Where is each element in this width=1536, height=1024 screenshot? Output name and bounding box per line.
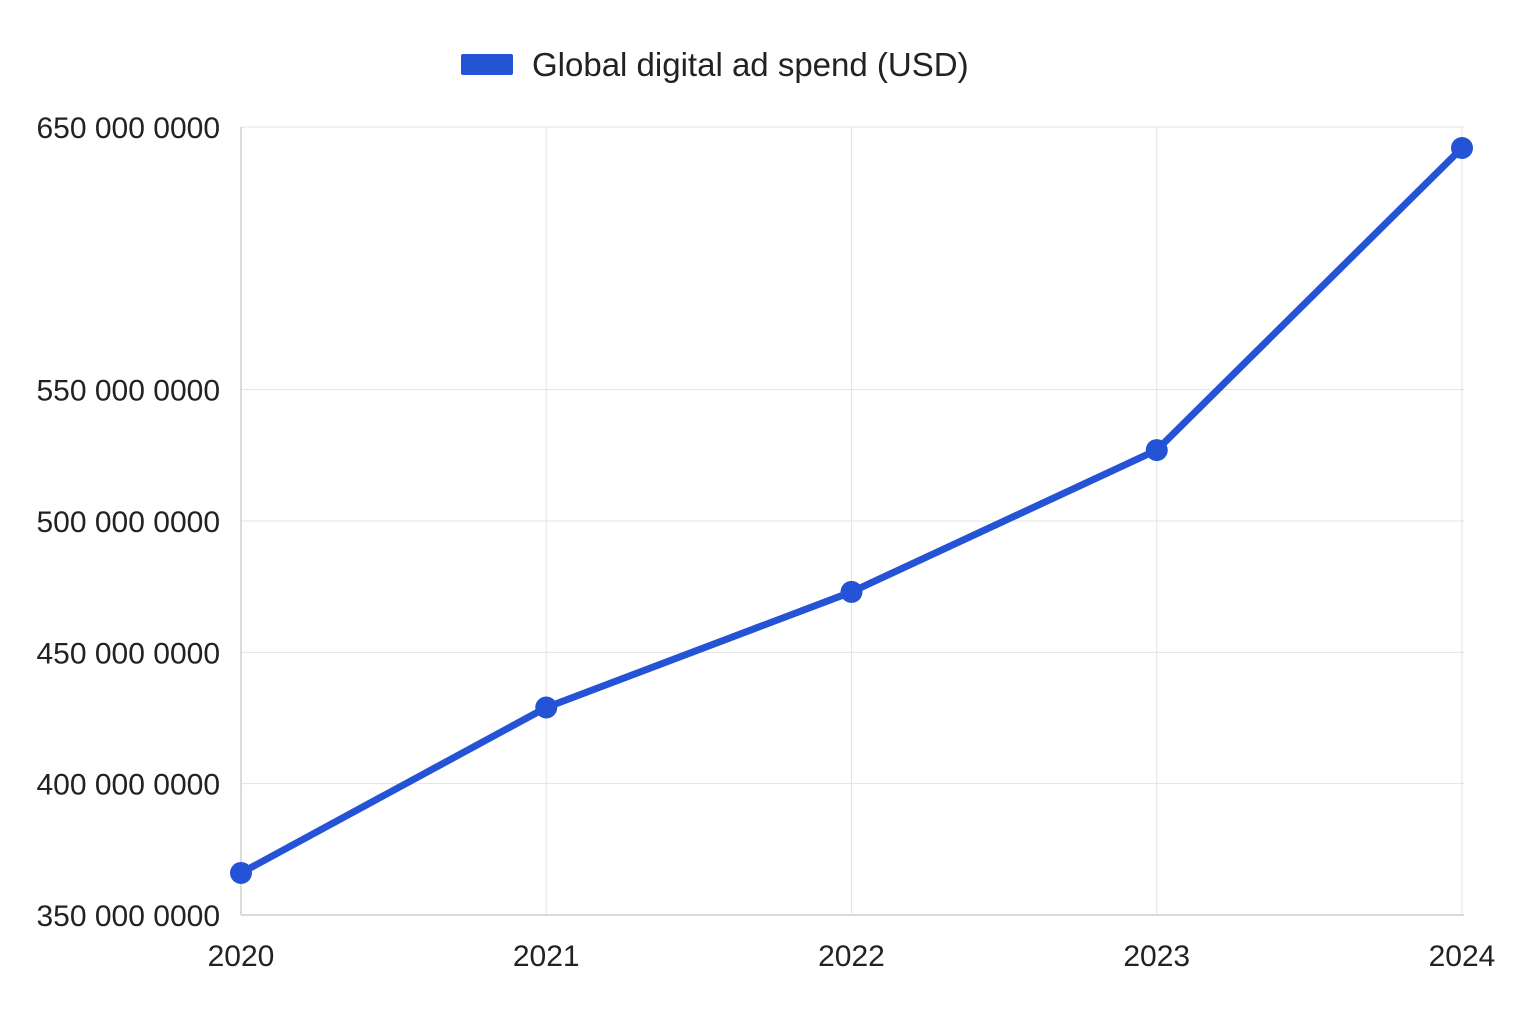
- y-tick-labels: 350 000 0000 400 000 0000 450 000 0000 500 …: [36, 112, 220, 933]
- legend: Global digital ad spend (USD): [461, 46, 969, 83]
- y-tick-label: 500 000 0000: [36, 506, 220, 539]
- legend-label: Global digital ad spend (USD): [532, 46, 969, 83]
- series-global-digital-ad-spend: [230, 137, 1473, 884]
- data-point-2023: [1145, 439, 1168, 462]
- grid: [241, 126, 1464, 915]
- x-tick-labels: 2020 2021 2022 2023 2024: [208, 940, 1496, 973]
- x-tick-label: 2024: [1429, 940, 1496, 973]
- data-point-2020: [230, 861, 252, 884]
- data-point-2022: [840, 580, 863, 603]
- y-tick-label: 550 000 0000: [36, 375, 220, 408]
- y-tick-label: 450 000 0000: [36, 637, 220, 670]
- x-tick-label: 2022: [818, 940, 885, 973]
- y-tick-label: 350 000 0000: [36, 900, 220, 933]
- x-tick-label: 2023: [1123, 940, 1190, 973]
- y-tick-label: 650 000 0000: [36, 112, 220, 145]
- x-tick-label: 2021: [513, 940, 580, 973]
- legend-swatch: [461, 54, 513, 75]
- x-tick-label: 2020: [208, 940, 275, 973]
- data-point-2024: [1451, 137, 1473, 160]
- axes: [240, 127, 1464, 916]
- data-point-2021: [535, 696, 558, 719]
- y-tick-label: 400 000 0000: [36, 769, 220, 802]
